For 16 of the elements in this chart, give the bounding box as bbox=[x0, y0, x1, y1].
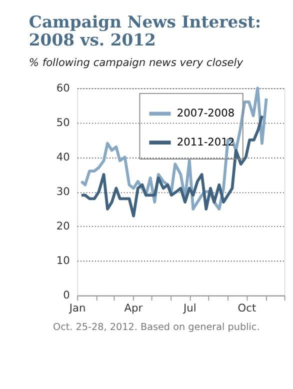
y-tick-label: 20 bbox=[56, 220, 70, 233]
y-tick-label: 40 bbox=[56, 152, 70, 164]
chart-subtitle: % following campaign news very closely bbox=[28, 56, 244, 69]
y-tick-label: 0 bbox=[63, 290, 70, 302]
x-tick-label: Jul bbox=[182, 302, 196, 314]
x-tick-label: Apr bbox=[124, 302, 144, 314]
text: Oct. 25-28, 2012. Based on general public. bbox=[53, 322, 260, 334]
chart-title: Campaign News Interest: 2008 vs. 2012 bbox=[28, 12, 262, 50]
x-tick-label: Jan bbox=[68, 302, 86, 314]
legend-label: 2007-2008 bbox=[176, 108, 235, 120]
legend-label: 2011-2012 bbox=[176, 136, 235, 148]
x-tick-label: Oct bbox=[238, 302, 256, 314]
y-tick-label: 50 bbox=[56, 117, 70, 130]
y-tick-label: 10 bbox=[56, 255, 70, 268]
y-tick-label: 60 bbox=[56, 82, 70, 95]
y-tick-label: 30 bbox=[56, 186, 70, 198]
